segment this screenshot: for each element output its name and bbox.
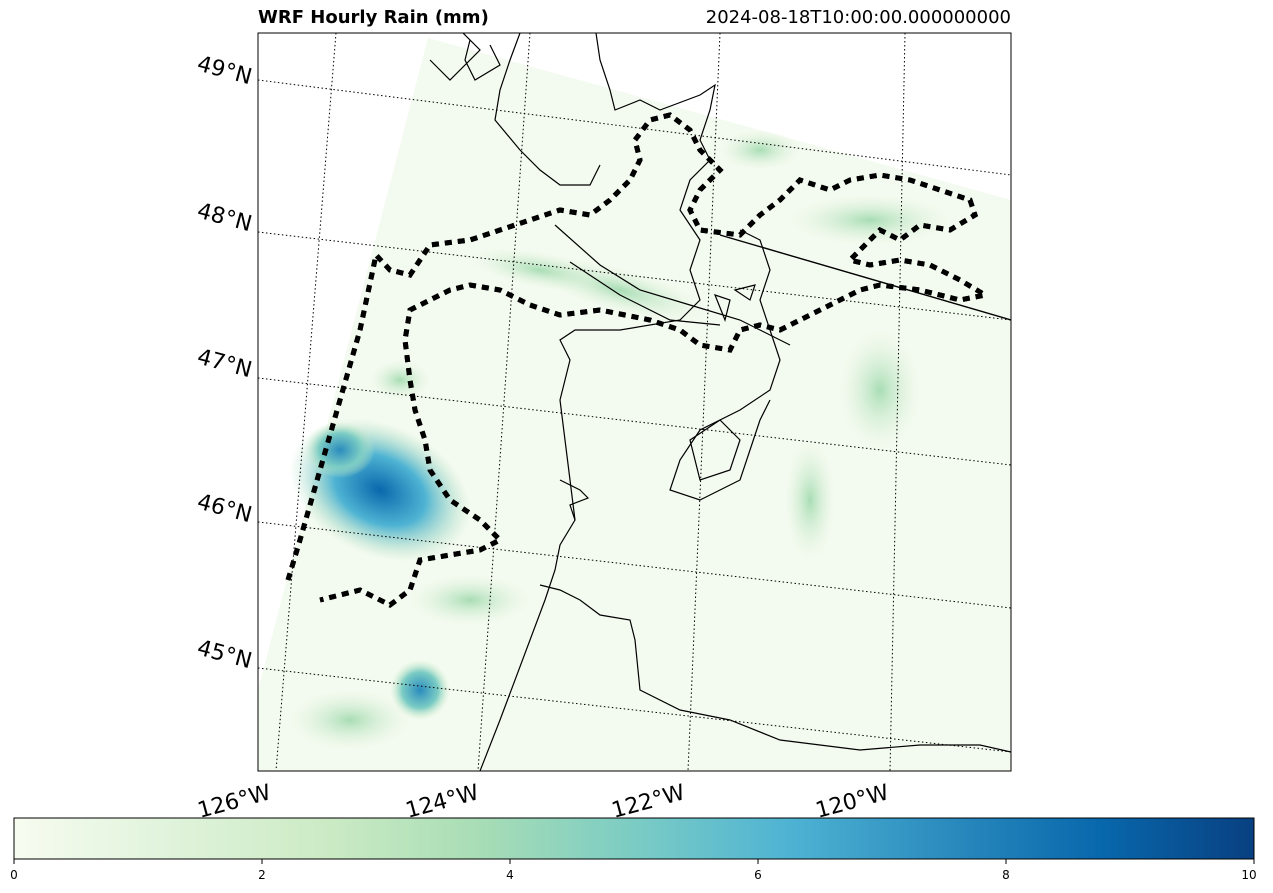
lon-label-124: 124°W (403, 780, 482, 824)
map-frame (257, 32, 1012, 772)
lat-label-49: 49°N (194, 52, 254, 91)
lat-label-46: 46°N (194, 490, 254, 529)
colorbar-tick-label: 6 (754, 868, 762, 882)
rain-field (289, 130, 950, 750)
lon-label-122: 122°W (609, 780, 688, 824)
colorbar-ticks (13, 859, 1255, 864)
lat-label-45: 45°N (194, 636, 254, 675)
colorbar-tick-label: 8 (1002, 868, 1010, 882)
coastlines (429, 33, 1011, 771)
colorbar-tick-label: 0 (10, 868, 18, 882)
region-boundary (288, 112, 992, 608)
colorbar (13, 817, 1255, 860)
lat-label-47: 47°N (194, 345, 254, 384)
lon-label-120: 120°W (813, 780, 892, 824)
colorbar-tick-label: 2 (258, 868, 266, 882)
lat-label-48: 48°N (194, 199, 254, 238)
graticule (258, 33, 1011, 771)
lon-label-126: 126°W (195, 780, 274, 824)
map-title: WRF Hourly Rain (mm) (258, 7, 489, 28)
map-timestamp: 2024-08-18T10:00:00.000000000 (705, 7, 1011, 28)
colorbar-tick-label: 10 (1241, 868, 1257, 882)
colorbar-tick-label: 4 (506, 868, 514, 882)
